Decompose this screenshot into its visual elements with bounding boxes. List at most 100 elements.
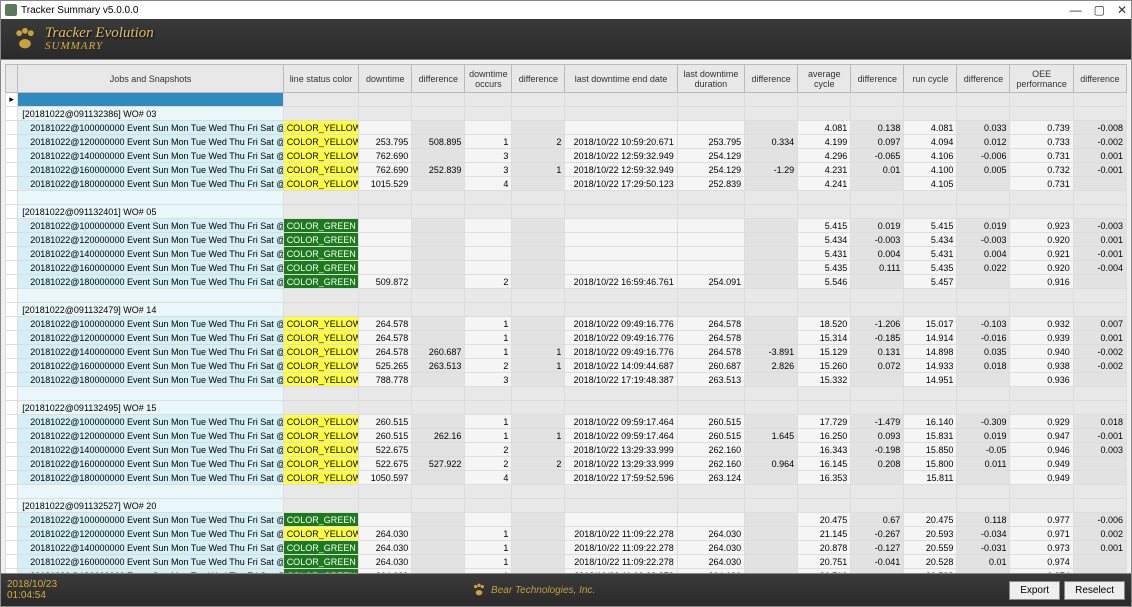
col-header[interactable]: last downtime end date [565,65,677,93]
maximize-icon[interactable]: ▢ [1094,3,1105,17]
data-cell [412,527,465,541]
reselect-button[interactable]: Reselect [1064,581,1125,600]
job-cell[interactable]: 20181022@120000000 Event Sun Mon Tue Wed… [18,135,283,149]
data-cell [745,219,798,233]
data-cell [745,513,798,527]
col-header[interactable]: Jobs and Snapshots [18,65,283,93]
job-cell[interactable]: 20181022@120000000 Event Sun Mon Tue Wed… [18,527,283,541]
data-cell [677,261,744,275]
data-cell: 15.129 [798,345,851,359]
job-cell[interactable]: 20181022@180000000 Event Sun Mon Tue Wed… [18,471,283,485]
data-cell: 0.923 [1010,219,1073,233]
data-cell: -1.479 [851,415,904,429]
col-header[interactable]: line status color [283,65,359,93]
data-cell: 1015.529 [359,177,412,191]
data-cell [565,121,677,135]
group-header[interactable]: [20181022@091132479] WO# 14 [18,303,283,317]
job-cell[interactable]: 20181022@100000000 Event Sun Mon Tue Wed… [18,121,283,135]
job-cell[interactable]: 20181022@160000000 Event Sun Mon Tue Wed… [18,163,283,177]
col-header[interactable]: run cycle [904,65,957,93]
data-cell: 1 [465,331,512,345]
data-cell [512,373,565,387]
data-cell: 254.129 [677,149,744,163]
data-cell: 2 [512,457,565,471]
export-button[interactable]: Export [1009,581,1060,600]
status-cell: COLOR_YELLOW [283,471,359,485]
col-header[interactable]: average cycle [798,65,851,93]
group-header[interactable]: [20181022@091132495] WO# 15 [18,401,283,415]
job-cell[interactable]: 20181022@120000000 Event Sun Mon Tue Wed… [18,331,283,345]
col-header[interactable]: OEE performance [1010,65,1073,93]
data-cell [1073,471,1126,485]
data-cell: 20.593 [904,527,957,541]
footer-company: Bear Technologies, Inc. [491,585,595,596]
data-cell [512,555,565,569]
data-cell [412,555,465,569]
job-cell[interactable]: 20181022@180000000 Event Sun Mon Tue Wed… [18,373,283,387]
data-cell: 0.939 [1010,331,1073,345]
job-cell[interactable]: 20181022@160000000 Event Sun Mon Tue Wed… [18,457,283,471]
data-cell: 0.012 [957,135,1010,149]
data-cell: 2 [512,135,565,149]
data-cell: 264.578 [677,345,744,359]
group-header[interactable]: [20181022@091132401] WO# 05 [18,205,283,219]
data-cell: 4.231 [798,163,851,177]
group-header[interactable]: [20181022@091132386] WO# 03 [18,107,283,121]
data-cell: 263.513 [677,373,744,387]
data-cell: 0.946 [1010,443,1073,457]
minimize-icon[interactable]: — [1070,3,1082,17]
job-cell[interactable]: 20181022@120000000 Event Sun Mon Tue Wed… [18,233,283,247]
job-cell[interactable]: 20181022@180000000 Event Sun Mon Tue Wed… [18,177,283,191]
job-cell[interactable]: 20181022@100000000 Event Sun Mon Tue Wed… [18,317,283,331]
job-cell[interactable]: 20181022@160000000 Event Sun Mon Tue Wed… [18,261,283,275]
col-header[interactable]: difference [851,65,904,93]
col-header[interactable]: downtime [359,65,412,93]
data-cell [677,219,744,233]
data-cell [565,513,677,527]
job-cell[interactable]: 20181022@140000000 Event Sun Mon Tue Wed… [18,443,283,457]
col-header[interactable]: difference [412,65,465,93]
data-cell: 0.916 [1010,275,1073,289]
job-cell[interactable]: 20181022@160000000 Event Sun Mon Tue Wed… [18,359,283,373]
data-cell: 14.933 [904,359,957,373]
data-cell: 0.732 [1010,163,1073,177]
job-cell[interactable]: 20181022@180000000 Event Sun Mon Tue Wed… [18,275,283,289]
col-header[interactable]: difference [1073,65,1126,93]
data-cell: 260.687 [412,345,465,359]
data-cell: 253.795 [359,135,412,149]
close-icon[interactable]: ✕ [1117,3,1127,17]
col-header[interactable]: last downtime duration [677,65,744,93]
data-cell: 0.964 [745,457,798,471]
data-cell [745,275,798,289]
col-header[interactable]: difference [957,65,1010,93]
job-cell[interactable]: 20181022@140000000 Event Sun Mon Tue Wed… [18,345,283,359]
data-cell: -0.034 [957,527,1010,541]
job-cell[interactable]: 20181022@100000000 Event Sun Mon Tue Wed… [18,219,283,233]
group-header[interactable]: [20181022@091132527] WO# 20 [18,499,283,513]
data-cell [565,247,677,261]
col-header[interactable]: difference [512,65,565,93]
data-cell: 2018/10/22 09:59:17.464 [565,429,677,443]
col-header[interactable]: difference [745,65,798,93]
col-header[interactable]: downtime occurs [465,65,512,93]
job-cell[interactable]: 20181022@120000000 Event Sun Mon Tue Wed… [18,429,283,443]
data-cell [412,541,465,555]
job-cell[interactable]: 20181022@140000000 Event Sun Mon Tue Wed… [18,149,283,163]
job-cell[interactable]: 20181022@100000000 Event Sun Mon Tue Wed… [18,415,283,429]
data-cell [412,275,465,289]
footer-time: 01:04:54 [7,590,57,601]
data-cell: 0.949 [1010,457,1073,471]
job-cell[interactable]: 20181022@140000000 Event Sun Mon Tue Wed… [18,247,283,261]
job-cell[interactable]: 20181022@100000000 Event Sun Mon Tue Wed… [18,513,283,527]
status-cell: COLOR_YELLOW [283,359,359,373]
app-window: Tracker Summary v5.0.0.0 — ▢ ✕ Tracker E… [0,0,1132,607]
data-cell: 262.16 [412,429,465,443]
data-grid[interactable]: Jobs and Snapshotsline status colordownt… [1,59,1131,574]
data-cell: 1050.597 [359,471,412,485]
paw-icon [471,582,487,598]
job-cell[interactable]: 20181022@140000000 Event Sun Mon Tue Wed… [18,541,283,555]
job-cell[interactable]: 20181022@160000000 Event Sun Mon Tue Wed… [18,555,283,569]
data-cell: 2 [465,443,512,457]
data-cell: -0.003 [851,233,904,247]
data-cell: 17.729 [798,415,851,429]
